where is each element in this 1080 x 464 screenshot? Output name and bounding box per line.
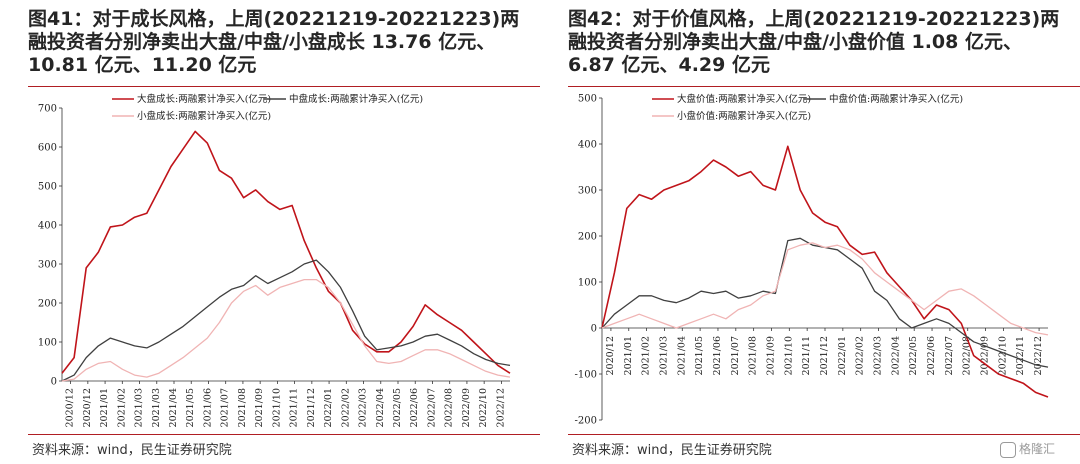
x-tick-label: 2021/04 bbox=[676, 336, 687, 375]
y-tick-label: 200 bbox=[38, 299, 57, 310]
x-tick-label: 2022/06 bbox=[409, 388, 420, 427]
watermark: 格隆汇 bbox=[1000, 440, 1076, 460]
series-line-2 bbox=[601, 242, 1049, 336]
x-tick-label: 2022/06 bbox=[926, 336, 937, 375]
x-tick-label: 2021/09 bbox=[254, 388, 265, 427]
x-tick-label: 2021/03 bbox=[658, 336, 669, 375]
x-tick-label: 2021/12 bbox=[306, 388, 317, 427]
y-tick-label: 700 bbox=[38, 104, 57, 115]
x-tick-label: 2022/09 bbox=[461, 388, 472, 427]
legend-label: 小盘成长:两融累计净买入(亿元) bbox=[137, 110, 271, 122]
y-tick-label: 100 bbox=[38, 338, 57, 349]
x-tick-label: 2021/04 bbox=[168, 388, 179, 427]
y-tick-label: 0 bbox=[591, 324, 597, 335]
series-line-0 bbox=[601, 145, 1049, 398]
x-tick-label: 2021/05 bbox=[185, 388, 196, 427]
x-tick-label: 2021/03 bbox=[151, 388, 162, 427]
x-tick-label: 2021/09 bbox=[765, 336, 776, 375]
legend-label: 中盘价值:两融累计净买入(亿元) bbox=[829, 93, 963, 105]
y-tick-label: 0 bbox=[51, 377, 57, 388]
title-divider bbox=[568, 86, 1080, 87]
x-tick-label: 2022/02 bbox=[855, 336, 866, 375]
y-tick-label: 300 bbox=[38, 260, 57, 271]
series-line-2 bbox=[61, 278, 511, 382]
x-tick-label: 2022/03 bbox=[358, 388, 369, 427]
y-tick-label: 200 bbox=[578, 232, 597, 243]
x-tick-label: 2021/06 bbox=[712, 336, 723, 375]
x-tick-label: 2021/06 bbox=[202, 388, 213, 427]
chart-panel-growth: 图41：对于成长风格，上周(20221219-20221223)两 融投资者分别… bbox=[8, 0, 540, 464]
growth-line-chart: 0 100 200 300 400 500 600 700 2020/12 2020/12 2021… bbox=[38, 93, 511, 427]
x-tick-label: 2022/05 bbox=[392, 388, 403, 427]
series-line-1 bbox=[61, 259, 511, 382]
title-divider bbox=[28, 86, 540, 87]
x-tick-label: 2020/12 bbox=[605, 336, 616, 375]
y-tick-label: -100 bbox=[575, 370, 597, 381]
x-tick-label: 2021/03 bbox=[134, 388, 145, 427]
source-divider bbox=[568, 434, 1080, 435]
x-tick-label: 2021/12 bbox=[819, 336, 830, 375]
chart-title: 图41：对于成长风格，上周(20221219-20221223)两 融投资者分别… bbox=[28, 8, 520, 76]
x-tick-label: 2021/10 bbox=[271, 388, 282, 427]
x-tick-label: 2022/07 bbox=[944, 336, 955, 375]
y-tick-label: -200 bbox=[575, 416, 597, 427]
x-tick-label: 2022/07 bbox=[426, 388, 437, 427]
x-tick-label: 2020/12 bbox=[65, 388, 76, 427]
y-tick-label: 100 bbox=[578, 278, 597, 289]
x-tick-label: 2021/02 bbox=[641, 336, 652, 375]
x-tick-label: 2022/04 bbox=[375, 388, 386, 427]
x-tick-label: 2022/08 bbox=[962, 336, 973, 375]
x-tick-label: 2021/11 bbox=[801, 336, 812, 375]
legend-label: 中盘成长:两融累计净买入(亿元) bbox=[289, 93, 423, 105]
x-tick-label: 2021/02 bbox=[116, 388, 127, 427]
x-tick-label: 2022/10 bbox=[478, 388, 489, 427]
y-tick-label: 500 bbox=[578, 94, 597, 105]
y-tick-label: 500 bbox=[38, 182, 57, 193]
x-tick-label: 2022/01 bbox=[837, 336, 848, 375]
series-line-0 bbox=[61, 130, 511, 374]
x-tick-label: 2021/01 bbox=[623, 336, 634, 375]
x-tick-label: 2021/10 bbox=[783, 336, 794, 375]
x-tick-label: 2020/12 bbox=[82, 388, 93, 427]
x-tick-label: 2021/08 bbox=[237, 388, 248, 427]
source-divider bbox=[28, 434, 540, 435]
x-tick-label: 2022/05 bbox=[908, 336, 919, 375]
y-tick-label: 400 bbox=[38, 221, 57, 232]
y-tick-label: 400 bbox=[578, 140, 597, 151]
x-tick-label: 2022/02 bbox=[340, 388, 351, 427]
source-note: 资料来源：wind，民生证券研究院 bbox=[572, 443, 772, 458]
y-tick-label: 600 bbox=[38, 143, 57, 154]
chart-title: 图42：对于价值风格，上周(20221219-20221223)两 融投资者分别… bbox=[568, 8, 1060, 76]
x-tick-label: 2022/08 bbox=[444, 388, 455, 427]
x-tick-label: 2021/11 bbox=[289, 388, 300, 427]
value-line-chart: -200 -100 0 100 200 300 400 500 2020/12 2021/01 20… bbox=[575, 93, 1049, 427]
gelonghui-logo-icon bbox=[1000, 441, 1016, 458]
x-tick-label: 2022/10 bbox=[997, 336, 1008, 375]
chart-panel-value: 图42：对于价值风格，上周(20221219-20221223)两 融投资者分别… bbox=[548, 0, 1080, 464]
legend-label: 大盘价值:两融累计净买入(亿元) bbox=[677, 93, 811, 105]
x-tick-label: 2022/12 bbox=[1033, 336, 1044, 375]
x-tick-label: 2022/11 bbox=[1015, 336, 1026, 375]
x-tick-label: 2022/04 bbox=[890, 336, 901, 375]
x-tick-label: 2021/05 bbox=[694, 336, 705, 375]
x-tick-label: 2021/07 bbox=[220, 388, 231, 427]
x-tick-label: 2022/12 bbox=[495, 388, 506, 427]
x-tick-label: 2021/08 bbox=[748, 336, 759, 375]
y-tick-label: 300 bbox=[578, 186, 597, 197]
x-tick-label: 2022/09 bbox=[980, 336, 991, 375]
x-tick-label: 2022/03 bbox=[873, 336, 884, 375]
x-tick-label: 2022/01 bbox=[323, 388, 334, 427]
x-tick-label: 2021/01 bbox=[99, 388, 110, 427]
legend-label: 小盘价值:两融累计净买入(亿元) bbox=[677, 110, 811, 122]
x-tick-label: 2021/07 bbox=[730, 336, 741, 375]
legend-label: 大盘成长:两融累计净买入(亿元) bbox=[137, 93, 271, 105]
watermark-text: 格隆汇 bbox=[1019, 442, 1056, 456]
source-note: 资料来源：wind，民生证券研究院 bbox=[32, 443, 232, 458]
